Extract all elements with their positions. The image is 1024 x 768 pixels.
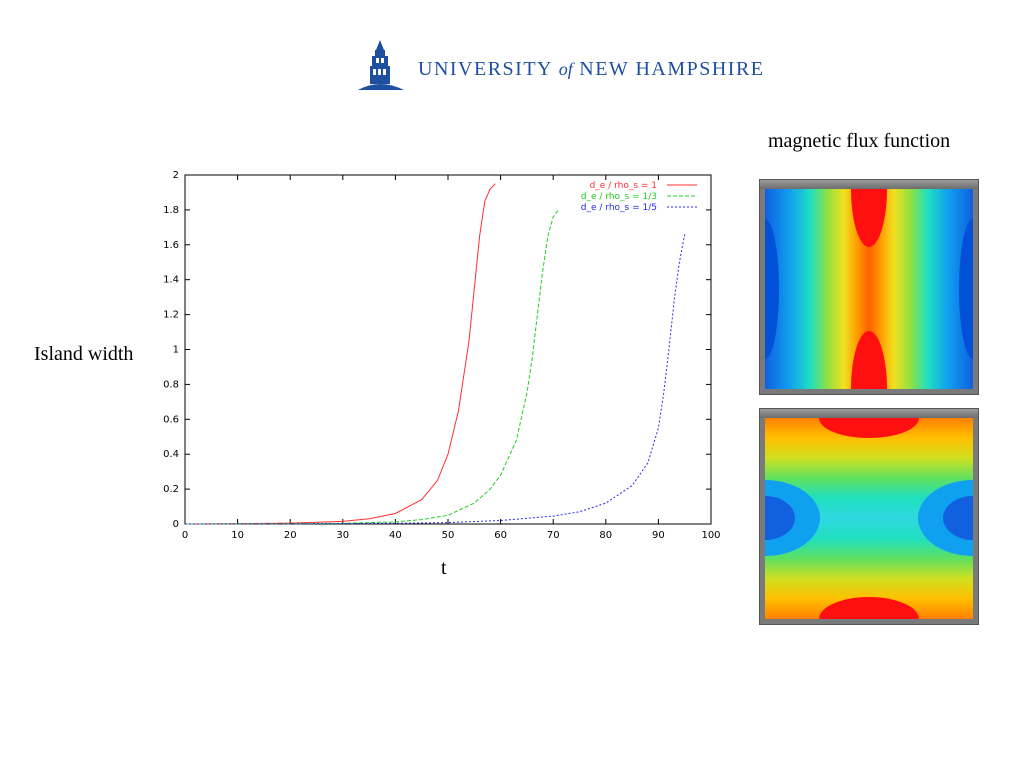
y-tick-label: 0.6 xyxy=(163,414,179,425)
x-axis-label: t xyxy=(441,557,447,579)
flux-window-top[interactable] xyxy=(759,179,979,395)
x-tick-label: 40 xyxy=(389,530,402,541)
island-width-chart: 0 10 20 30 40 50 60 70 80 90 100 0 0.2 0.4 0.6 0.8 1 1.2 1… xyxy=(163,170,720,541)
y-tick-label: 1.4 xyxy=(163,275,179,286)
logo-wordmark: UNIVERSITY of NEW HAMPSHIRE xyxy=(418,58,765,81)
unh-logo: UNIVERSITY of NEW HAMPSHIRE xyxy=(358,40,763,92)
x-tick-label: 100 xyxy=(701,530,720,541)
x-tick-label: 70 xyxy=(547,530,560,541)
y-tick-label: 1 xyxy=(173,345,179,356)
y-tick-label: 1.2 xyxy=(163,310,179,321)
y-tick-label: 0 xyxy=(173,519,179,530)
flux-contour-vertical-icon xyxy=(765,189,973,389)
y-tick-label: 0.2 xyxy=(163,484,179,495)
thompson-hall-tower-icon xyxy=(358,40,404,90)
x-tick-label: 60 xyxy=(494,530,507,541)
y-tick-label: 1.8 xyxy=(163,205,179,216)
series-line-3 xyxy=(184,234,686,525)
x-tick-label: 50 xyxy=(442,530,455,541)
legend-label-2: d_e / rho_s = 1/3 xyxy=(581,192,657,202)
logo-text-unh: NEW HAMPSHIRE xyxy=(579,58,765,80)
x-tick-label: 0 xyxy=(182,530,188,541)
legend-label-1: d_e / rho_s = 1 xyxy=(590,181,657,191)
flux-window-bottom[interactable] xyxy=(759,408,979,625)
plot-frame xyxy=(184,174,712,525)
y-axis-label: Island width xyxy=(34,343,134,365)
flux-window-titlebar[interactable] xyxy=(760,409,978,418)
legend-label-3: d_e / rho_s = 1/5 xyxy=(581,203,657,213)
x-tick-label: 90 xyxy=(652,530,665,541)
logo-text-university: UNIVERSITY xyxy=(418,58,553,80)
logo-text-of: of xyxy=(558,59,573,79)
flux-title: magnetic flux function xyxy=(768,130,951,152)
x-tick-label: 30 xyxy=(336,530,349,541)
series-line-1 xyxy=(184,183,496,525)
x-tick-label: 10 xyxy=(231,530,244,541)
y-tick-label: 0.8 xyxy=(163,379,179,390)
flux-contour-horizontal-icon xyxy=(765,418,973,619)
flux-window-titlebar[interactable] xyxy=(760,180,978,189)
series-line-2 xyxy=(184,209,559,525)
x-tick-label: 80 xyxy=(599,530,612,541)
y-tick-label: 0.4 xyxy=(163,449,179,460)
y-tick-label: 2 xyxy=(173,170,179,181)
x-tick-label: 20 xyxy=(284,530,297,541)
y-tick-label: 1.6 xyxy=(163,240,179,251)
